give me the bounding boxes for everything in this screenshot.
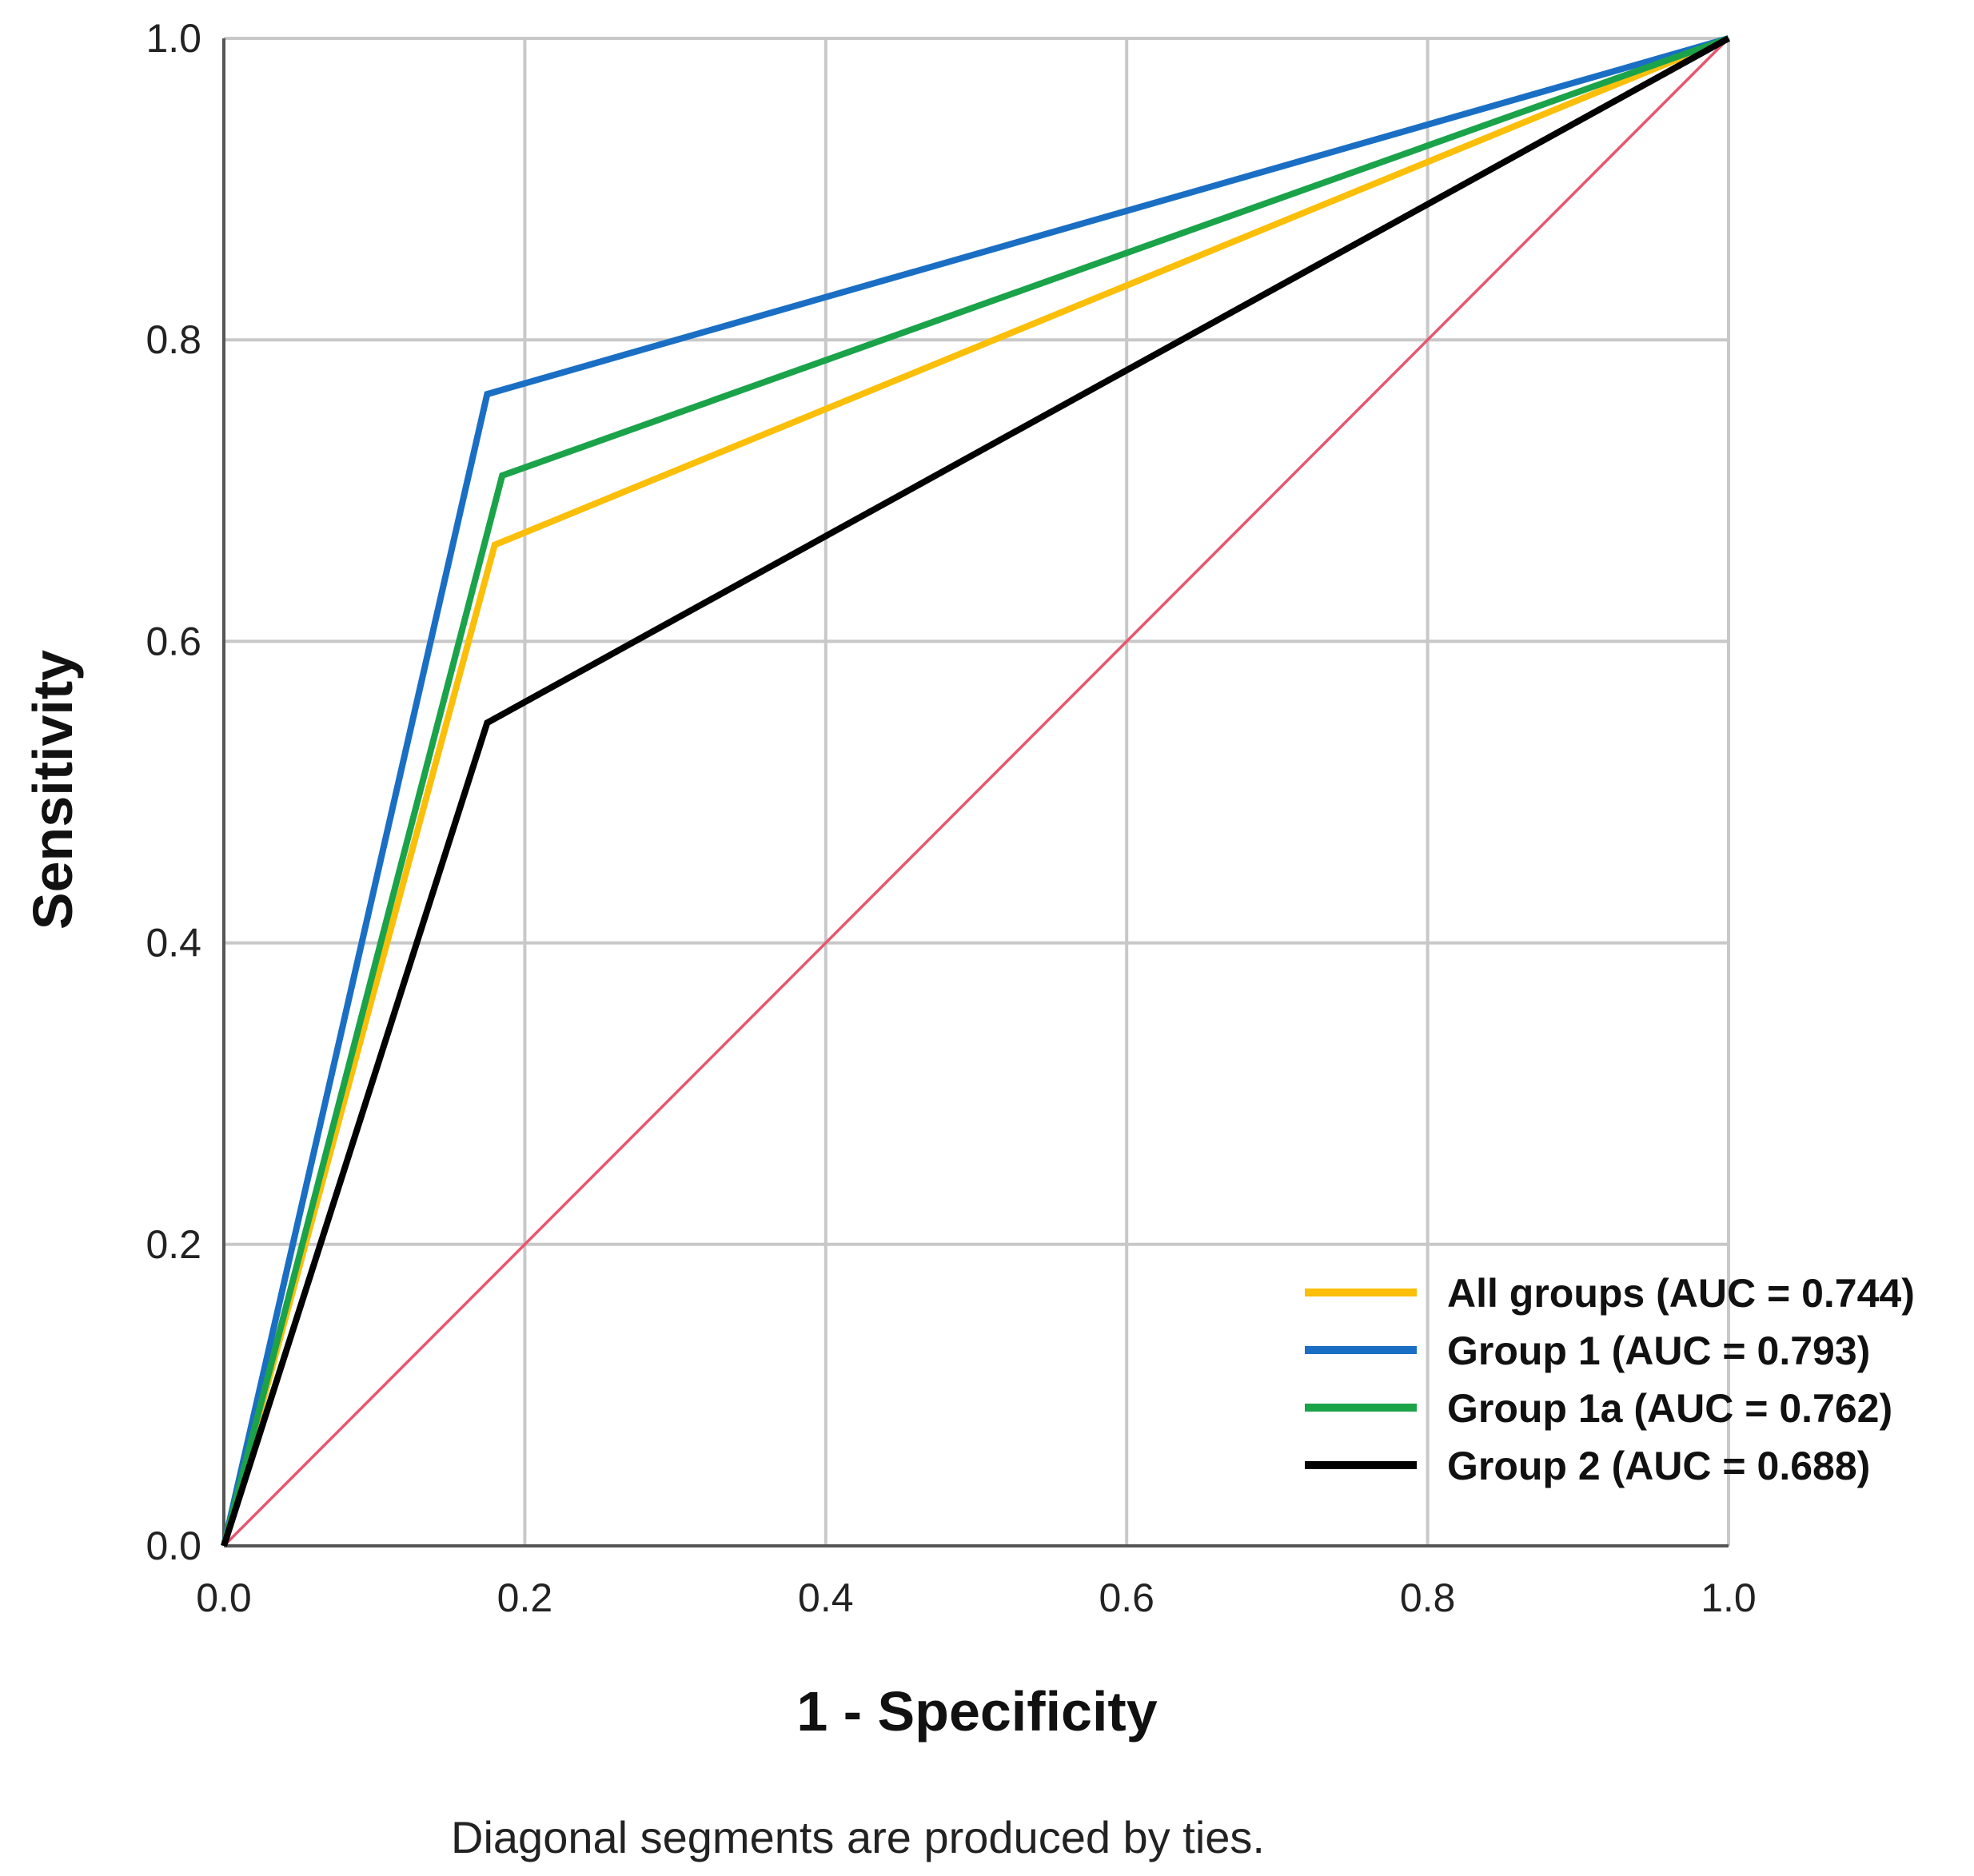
x-tick-label: 0.6 [1099,1575,1154,1620]
legend-label-group-1: Group 1 (AUC = 0.793) [1447,1328,1870,1373]
roc-line-all-groups [221,35,1730,1547]
reference-diagonal-line [222,37,1730,1547]
x-axis-title: 1 - Specificity [796,1680,1157,1743]
y-tick-label: 0.6 [146,619,201,663]
roc-line-group-2 [221,35,1730,1547]
y-axis-title: Sensitivity [22,650,84,930]
legend-label-group-2: Group 2 (AUC = 0.688) [1447,1444,1870,1488]
grid-lines [224,37,1730,1546]
x-tick-label: 0.0 [196,1575,252,1620]
y-tick-label: 1.0 [146,16,201,61]
x-tick-label: 0.8 [1400,1575,1456,1620]
y-tick-label: 0.0 [146,1524,201,1568]
roc-line-group-1a [221,35,1730,1547]
y-tick-label: 0.2 [146,1222,201,1267]
tick-labels: 0.0 0.2 0.4 0.6 0.8 1.0 0.0 0.2 0.4 0.6 0.8 1.0 [146,16,1756,1620]
x-tick-label: 0.4 [798,1575,854,1620]
y-tick-label: 0.8 [146,317,201,362]
roc-line-group-1 [221,35,1730,1547]
roc-curves [221,35,1730,1547]
legend-label-all-groups: All groups (AUC = 0.744) [1447,1271,1915,1316]
legend-label-group-1a: Group 1a (AUC = 0.762) [1447,1386,1892,1431]
footnote: Diagonal segments are produced by ties. [451,1812,1265,1862]
axes [222,38,1729,1547]
x-tick-label: 1.0 [1701,1575,1757,1620]
x-tick-label: 0.2 [497,1575,553,1620]
legend: All groups (AUC = 0.744) Group 1 (AUC = 0… [1305,1271,1915,1488]
y-tick-label: 0.4 [146,921,201,966]
